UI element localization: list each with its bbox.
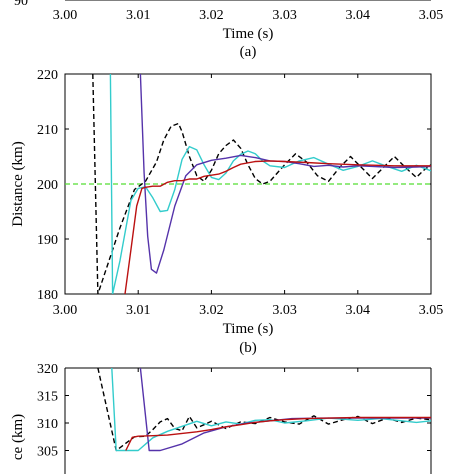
panel-a-cropped-tick: 90 (14, 0, 28, 9)
panel-a: 90 3.00 3.01 3.02 3.03 3.04 3.05 Time (s) (a) (14, 0, 443, 60)
panel-b: 3.00 3.01 3.02 3.03 3.04 3.05180190200210220 … (10, 68, 443, 356)
panel-b-series-line-2 (109, 74, 431, 294)
panel-b-x-tick-label: 3.00 (53, 303, 78, 318)
panel-c-y-tick-label: 310 (37, 417, 58, 432)
panel-a-x-label: Time (s) (223, 26, 274, 42)
panel-c-series-line-4 (125, 416, 431, 451)
panel-b-y-tick-label: 190 (37, 233, 58, 248)
panel-b-y-tick-label: 210 (37, 123, 58, 138)
panel-b-x-tick-label: 3.01 (126, 303, 151, 318)
panel-b-y-label: Distance (km) (10, 141, 26, 226)
panel-b-x-label: Time (s) (223, 321, 274, 337)
panel-b-x-tick-label: 3.05 (419, 303, 444, 318)
panel-a-x-tick-label: 3.03 (272, 8, 297, 23)
panel-c-y-tick-label: 320 (37, 362, 58, 377)
panel-b-x-tick-label: 3.04 (346, 303, 371, 318)
panel-c-ticks: 320 315 310 305 (37, 362, 432, 460)
panel-b-series-line-4 (124, 160, 431, 294)
panel-b-y-tick-label: 200 (37, 178, 58, 193)
panel-a-x-tick-label: 3.00 (53, 8, 78, 23)
panel-a-caption: (a) (240, 44, 257, 60)
panel-c-y-label: ce (km) (10, 414, 26, 460)
panel-a-x-tick-label: 3.02 (199, 8, 224, 23)
panel-c-series-line-3 (139, 368, 431, 452)
panel-c-y-tick-label: 315 (37, 390, 58, 405)
panel-a-x-tick-label: 3.01 (126, 8, 151, 23)
panel-b-series-line-1 (92, 74, 431, 294)
panel-b-caption: (b) (239, 340, 257, 356)
panel-c: 320 315 310 305 ce (km) (10, 362, 432, 474)
panel-b-x-tick-label: 3.02 (199, 303, 224, 318)
panel-b-series (65, 74, 431, 294)
panel-a-x-ticks: 3.00 3.01 3.02 3.03 3.04 3.05 (53, 8, 444, 23)
panel-b-y-tick-label: 180 (37, 288, 58, 303)
panel-c-series-line-2 (111, 368, 431, 452)
panel-a-x-tick-label: 3.04 (346, 8, 371, 23)
panel-c-y-tick-label: 305 (37, 445, 58, 460)
panel-b-x-tick-label: 3.03 (272, 303, 297, 318)
panel-b-series-line-3 (139, 74, 431, 274)
panel-c-series (97, 368, 431, 452)
panel-a-x-tick-label: 3.05 (419, 8, 444, 23)
panel-b-ticks: 3.00 3.01 3.02 3.03 3.04 3.05 180 190 200 210 220 (37, 68, 443, 318)
panel-b-y-tick-label: 220 (37, 68, 58, 83)
